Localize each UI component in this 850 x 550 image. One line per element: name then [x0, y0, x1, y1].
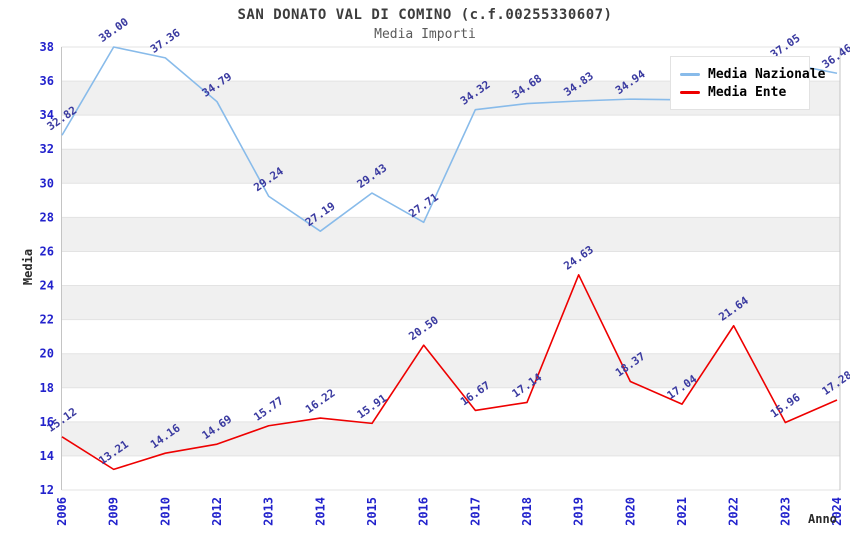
- x-axis-ticks: 2006 2009 2010 2012 2013 2014 2015 2016 2017 2018…: [55, 497, 844, 526]
- point-label: 15.77: [251, 394, 286, 424]
- plot-band: [61, 149, 840, 184]
- x-tick-label: 2018: [520, 497, 534, 526]
- x-tick-label: 2014: [313, 497, 327, 526]
- chart-subtitle: Media Importi: [374, 27, 476, 42]
- x-axis-title: Anno: [808, 512, 837, 526]
- y-tick-label: 32: [40, 142, 54, 156]
- x-tick-label: 2019: [572, 497, 586, 526]
- x-tick-label: 2021: [675, 497, 689, 526]
- y-tick-label: 24: [40, 279, 54, 293]
- legend-item-media-nazionale: Media Nazionale: [680, 66, 825, 82]
- x-tick-label: 2012: [210, 497, 224, 526]
- x-tick-label: 2016: [417, 497, 431, 526]
- y-tick-label: 36: [40, 74, 54, 88]
- y-tick-label: 28: [40, 210, 54, 224]
- point-label: 27.71: [406, 190, 441, 220]
- line-swatch-icon: [680, 90, 700, 94]
- legend-label: Media Ente: [708, 84, 787, 100]
- x-tick-label: 2010: [158, 497, 172, 526]
- legend-label: Media Nazionale: [708, 66, 826, 82]
- y-tick-label: 18: [40, 381, 54, 395]
- x-tick-label: 2024: [830, 497, 844, 526]
- x-tick-label: 2017: [468, 497, 482, 526]
- y-tick-label: 22: [40, 313, 54, 327]
- x-tick-label: 2006: [55, 497, 69, 526]
- y-tick-label: 26: [40, 244, 54, 258]
- plot-band: [61, 217, 840, 252]
- gridlines: [61, 46, 841, 491]
- y-tick-label: 14: [40, 449, 54, 463]
- x-tick-label: 2022: [727, 497, 741, 526]
- point-label: 16.22: [303, 386, 338, 416]
- series-line-media-ente: [61, 274, 838, 471]
- y-tick-label: 30: [40, 176, 54, 190]
- y-tick-label: 12: [40, 483, 54, 497]
- y-axis-ticks: 12 14 16 18 20 22 24 26 28 30 32 34 36 38: [40, 40, 54, 497]
- y-tick-label: 20: [40, 347, 54, 361]
- plot-band: [61, 421, 840, 456]
- plot-bands: [61, 81, 840, 456]
- legend-item-media-ente: Media Ente: [680, 84, 800, 100]
- plot-band: [61, 285, 840, 320]
- x-tick-label: 2013: [262, 497, 276, 526]
- y-tick-label: 38: [40, 40, 54, 54]
- point-label: 15.91: [355, 391, 390, 421]
- point-label: 15.96: [768, 391, 803, 421]
- point-label: 38.00: [96, 15, 131, 45]
- legend: Media Nazionale Media Ente: [670, 56, 825, 110]
- y-tick-label: 34: [40, 108, 54, 122]
- x-tick-label: 2009: [107, 497, 121, 526]
- x-tick-label: 2020: [623, 497, 637, 526]
- x-tick-label: 2023: [778, 497, 792, 526]
- chart-title: SAN DONATO VAL DI COMINO (c.f.0025533060…: [237, 7, 613, 23]
- line-swatch-icon: [680, 72, 700, 76]
- y-tick-label: 16: [40, 415, 54, 429]
- plot-band: [61, 353, 840, 388]
- x-tick-label: 2015: [365, 497, 379, 526]
- point-label: 37.36: [148, 26, 183, 56]
